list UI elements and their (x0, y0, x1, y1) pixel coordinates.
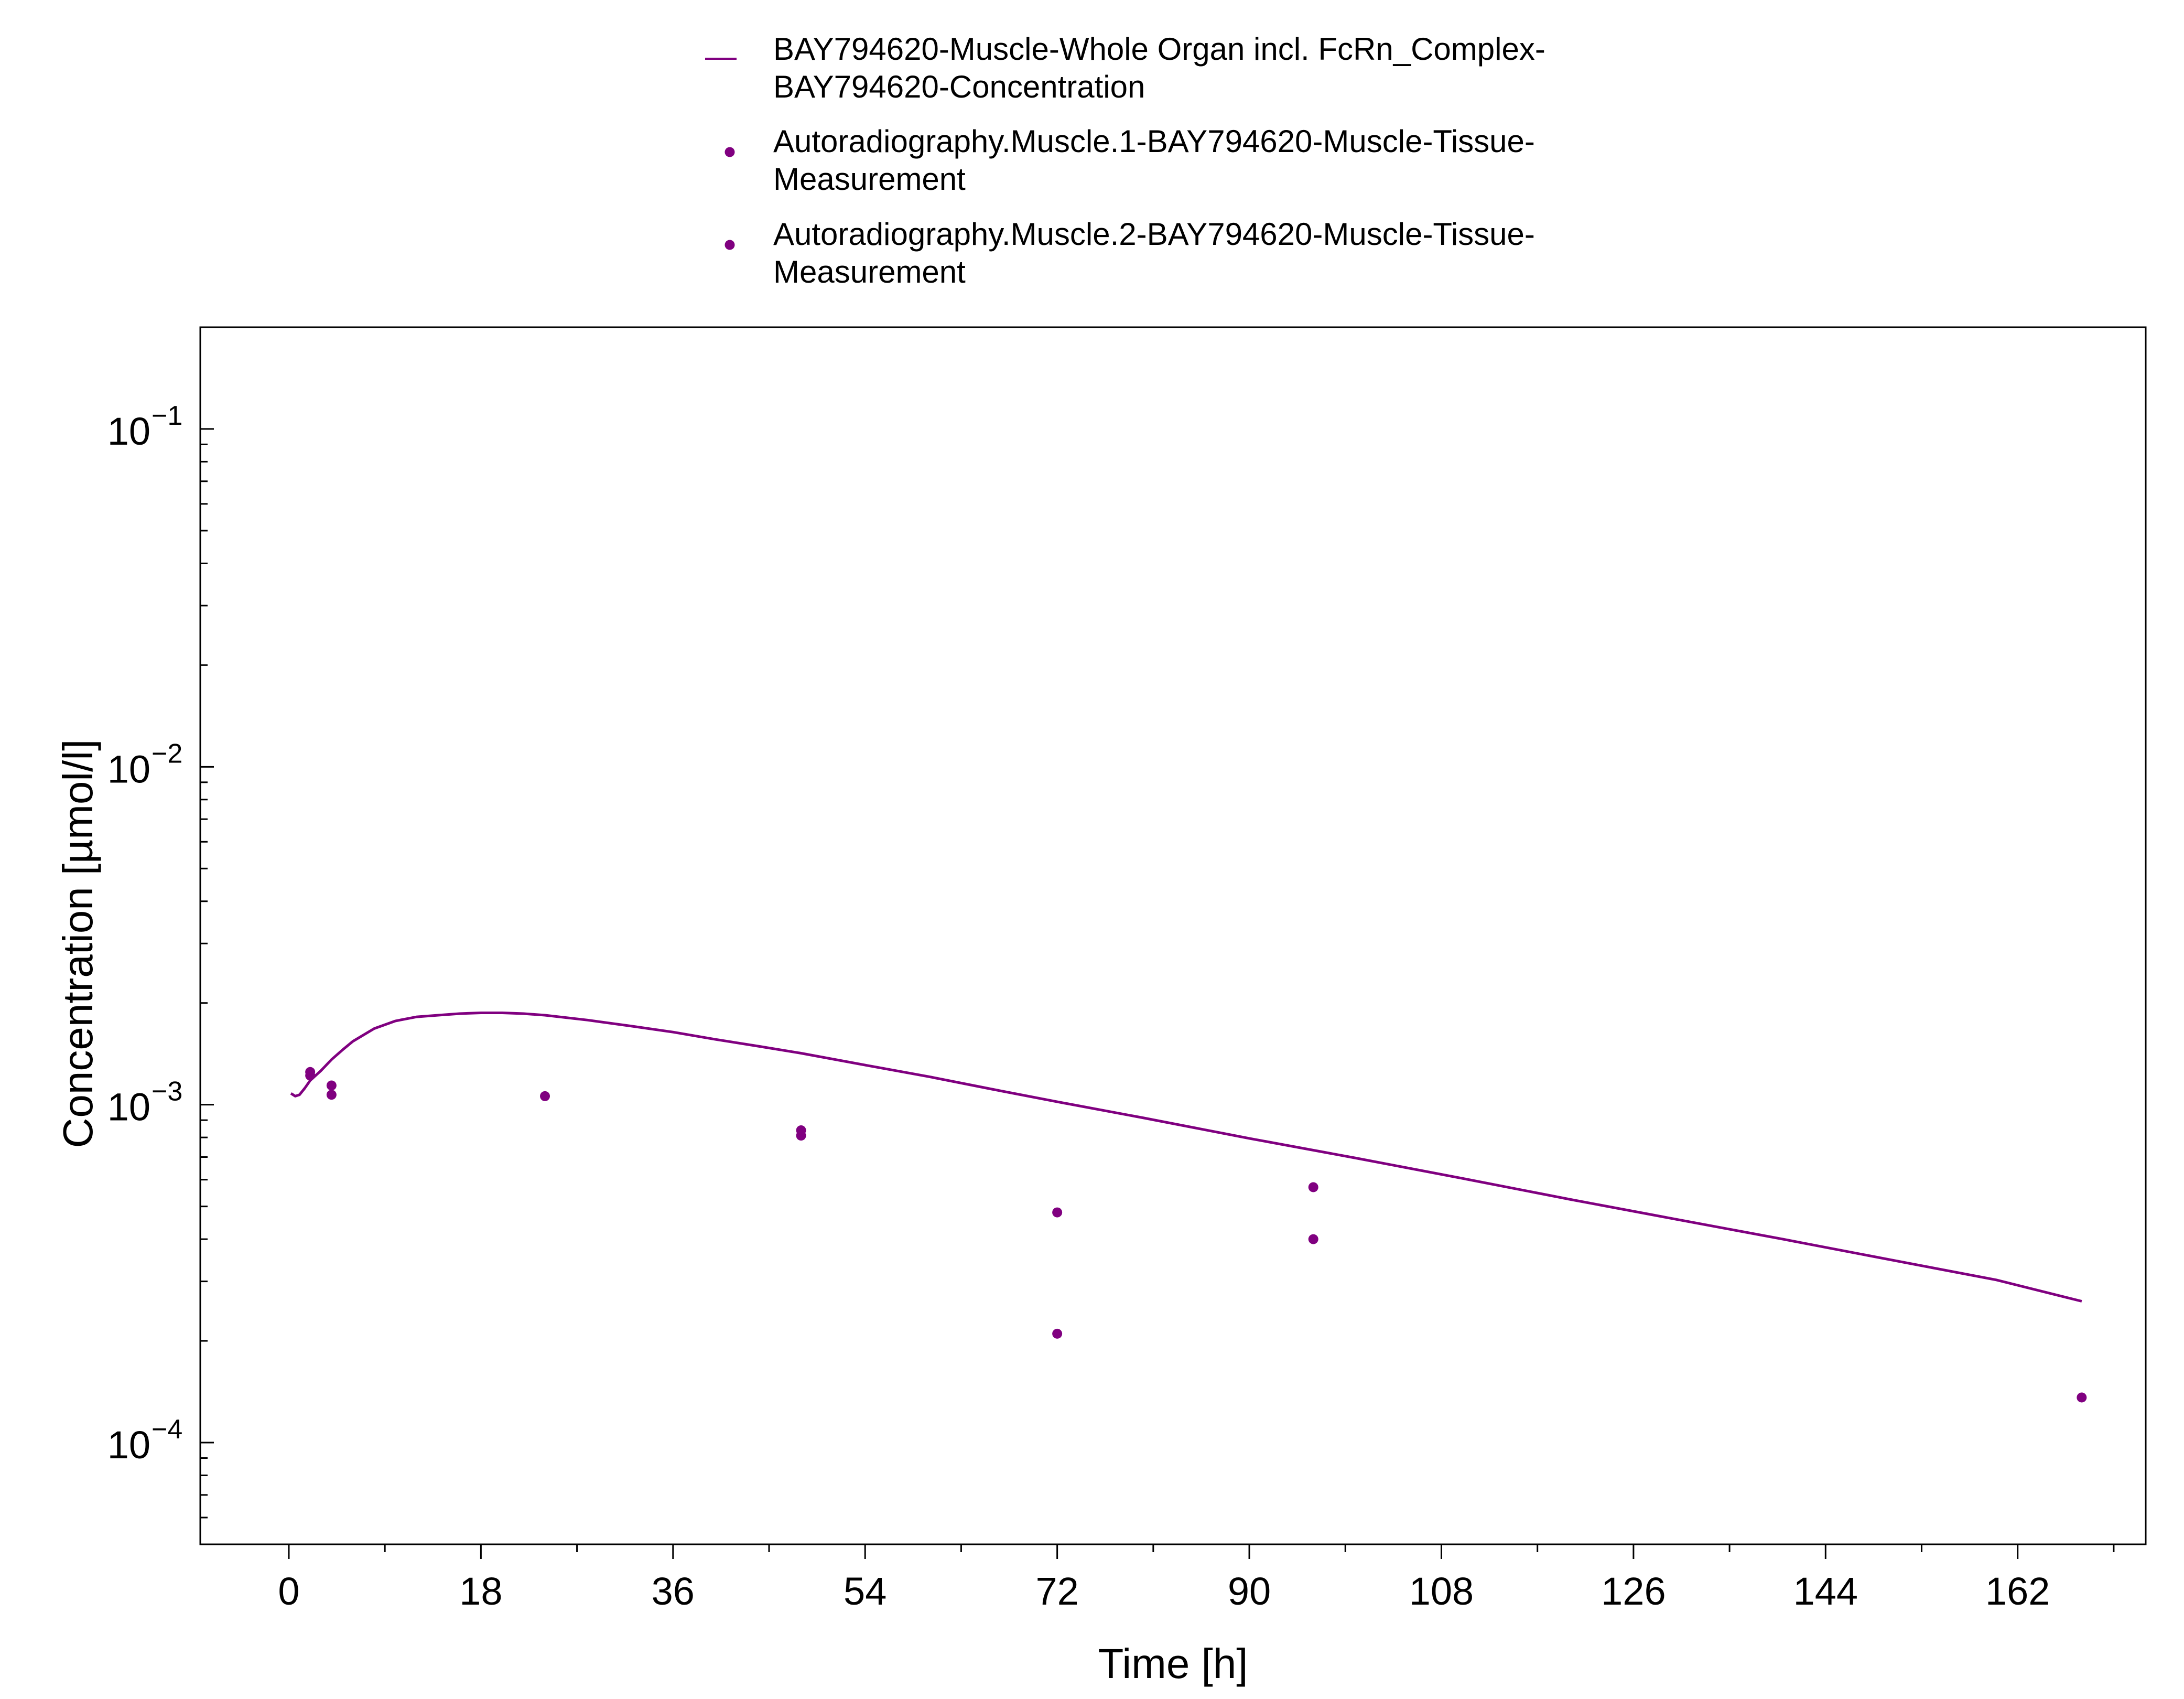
y-tick-exponent: −4 (152, 1414, 182, 1445)
data-point-series-1 (2077, 1392, 2087, 1403)
data-point-series-1 (540, 1091, 550, 1101)
legend-label: BAY794620-Concentration (773, 69, 1145, 104)
data-point-series-1 (1052, 1207, 1063, 1218)
legend-label: Autoradiography.Muscle.2-BAY794620-Muscl… (773, 217, 1535, 252)
plot-area-frame (199, 326, 2147, 1545)
x-tick-label: 126 (1601, 1569, 1666, 1613)
series-layer (290, 1012, 2087, 1403)
data-point-series-2 (305, 1070, 316, 1081)
legend-label: Measurement (773, 254, 966, 289)
data-point-series-2 (1308, 1234, 1318, 1244)
y-tick-exponent: −2 (152, 738, 182, 769)
y-axis: 10−110−210−310−4 (107, 326, 214, 1545)
x-tick-label: 54 (844, 1569, 886, 1613)
x-tick-label: 36 (652, 1569, 695, 1613)
x-tick-label: 72 (1035, 1569, 1078, 1613)
data-point-series-1 (326, 1080, 337, 1091)
y-tick-label: 10 (107, 1085, 150, 1129)
data-point-series-2 (796, 1131, 806, 1141)
y-axis-label: Concentration [µmol/l] (55, 739, 101, 1148)
y-tick-exponent: −3 (152, 1077, 182, 1107)
legend-label: Autoradiography.Muscle.1-BAY794620-Muscl… (773, 124, 1535, 159)
data-point-series-2 (1052, 1328, 1063, 1339)
legend: BAY794620-Muscle-Whole Organ incl. FcRn_… (705, 31, 1545, 289)
x-tick-label: 144 (1793, 1569, 1858, 1613)
data-point-series-2 (326, 1090, 337, 1100)
data-point-series-1 (1308, 1182, 1318, 1192)
x-axis-label: Time [h] (1098, 1640, 1248, 1687)
x-tick-label: 108 (1409, 1569, 1474, 1613)
series-line-0 (290, 1012, 2082, 1303)
y-tick-label: 10 (107, 410, 150, 453)
x-axis: 0 18 36 54 72 90 108 126 144 162 (278, 1544, 2115, 1613)
legend-label: Measurement (773, 162, 966, 197)
y-tick-label: 10 (107, 1423, 150, 1467)
x-tick-label: 18 (459, 1569, 502, 1613)
legend-label: BAY794620-Muscle-Whole Organ incl. FcRn_… (773, 31, 1545, 67)
x-tick-label: 90 (1228, 1569, 1271, 1613)
legend-dot-swatch (725, 240, 735, 250)
legend-dot-swatch (725, 147, 735, 157)
x-tick-label: 0 (278, 1569, 299, 1613)
y-tick-label: 10 (107, 747, 150, 791)
x-tick-label: 162 (1985, 1569, 2050, 1613)
y-tick-exponent: −1 (152, 401, 182, 431)
